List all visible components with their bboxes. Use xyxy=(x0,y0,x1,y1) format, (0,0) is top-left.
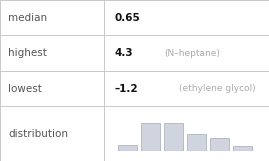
Text: highest: highest xyxy=(8,48,47,58)
Bar xyxy=(210,137,229,151)
Text: median: median xyxy=(8,13,47,23)
Text: 4.3: 4.3 xyxy=(114,48,133,58)
Text: (ethylene glycol): (ethylene glycol) xyxy=(179,84,256,93)
Bar xyxy=(233,146,252,151)
Bar xyxy=(164,123,183,151)
Text: –1.2: –1.2 xyxy=(114,84,138,94)
Bar xyxy=(118,145,137,151)
Text: distribution: distribution xyxy=(8,129,68,139)
Bar xyxy=(187,133,206,151)
Bar xyxy=(141,123,160,151)
Text: lowest: lowest xyxy=(8,84,42,94)
Text: (N–heptane): (N–heptane) xyxy=(164,49,220,58)
Text: 0.65: 0.65 xyxy=(114,13,140,23)
